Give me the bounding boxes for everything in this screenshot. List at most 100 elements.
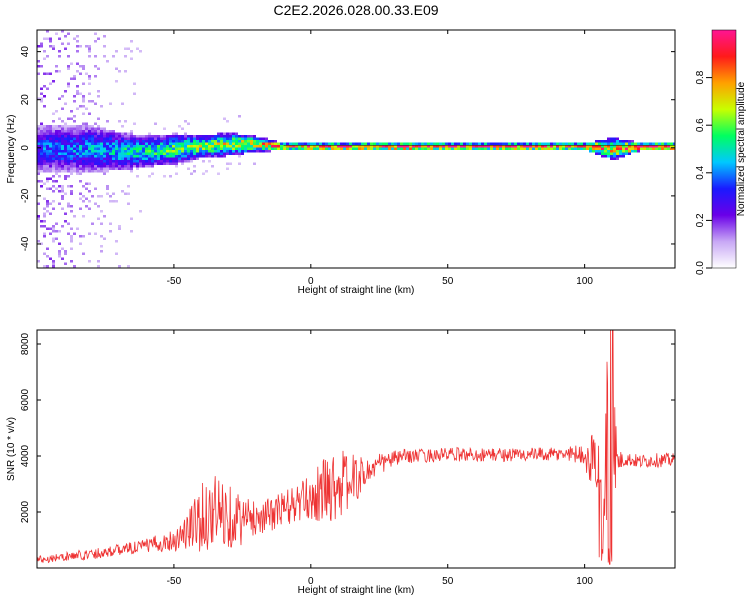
spectrogram-cell [52, 160, 55, 163]
spectrogram-cell [43, 215, 46, 218]
spectrogram-cell [319, 142, 322, 145]
spectrogram-cell [274, 147, 277, 150]
spectrogram-cell [361, 142, 364, 145]
spectrogram-cell [37, 135, 40, 138]
spectrogram-cell [121, 150, 124, 153]
spectrogram-cell [154, 152, 157, 155]
spectrogram-cell [43, 165, 46, 168]
spectrogram-cell [70, 157, 73, 160]
spectrogram-cell [256, 147, 259, 150]
spectrogram-cell [97, 37, 100, 40]
spectrogram-cell [172, 135, 175, 138]
spectrogram-cell [64, 145, 67, 148]
spectrogram-cell [592, 145, 595, 148]
spectrogram-cell [43, 125, 46, 128]
spectrogram-cell [55, 230, 58, 233]
spectrogram-cell [181, 127, 184, 130]
spectrogram-cell [85, 147, 88, 150]
spectrogram-cell [145, 142, 148, 145]
spectrogram-cell [70, 117, 73, 120]
spectrogram-cell [313, 142, 316, 145]
spectrogram-cell [112, 132, 115, 135]
spectrogram-cell [43, 157, 46, 160]
spectrogram-cell [82, 170, 85, 173]
spectrogram-cell [214, 155, 217, 158]
spectrogram-cell [199, 152, 202, 155]
spectrogram-cell [166, 135, 169, 138]
spectrogram-cell [610, 155, 613, 158]
spectrogram-cell [175, 160, 178, 163]
spectrogram-cell [121, 162, 124, 165]
spectrogram-cell [46, 177, 49, 180]
spectrogram-cell [325, 142, 328, 145]
spectrogram-cell [199, 150, 202, 153]
spectrogram-cell [151, 147, 154, 150]
spectrogram-cell [43, 132, 46, 135]
spectrogram-cell [70, 155, 73, 158]
spectrogram-cell [592, 142, 595, 145]
spectrogram-cell [178, 142, 181, 145]
spectrogram-cell [118, 145, 121, 148]
spectrogram-cell [169, 142, 172, 145]
spectrogram-cell [79, 145, 82, 148]
spectrogram-cell [85, 127, 88, 130]
spectrogram-cell [541, 142, 544, 145]
spectrogram-cell [124, 137, 127, 140]
spectrogram-cell [64, 192, 67, 195]
spectrogram-cell [391, 142, 394, 145]
spectrogram-cell [70, 160, 73, 163]
spectrogram-cell [352, 145, 355, 148]
spectrogram-cell [40, 180, 43, 183]
spectrogram-cell [82, 105, 85, 108]
spectrogram-cell [43, 170, 46, 173]
spectrogram-cell [535, 147, 538, 150]
spectrogram-cell [244, 135, 247, 138]
spectrogram-cell [172, 155, 175, 158]
spectrogram-cell [604, 150, 607, 153]
spectrogram-cell [625, 142, 628, 145]
spectrogram-cell [106, 185, 109, 188]
spectrogram-cell [61, 107, 64, 110]
spectrogram-cell [661, 145, 664, 148]
spectrogram-cell [91, 222, 94, 225]
spectrogram-cell [496, 142, 499, 145]
spectrogram-cell [163, 137, 166, 140]
spectrogram-cell [37, 65, 40, 68]
spectrogram-cell [133, 162, 136, 165]
spectrogram-cell [220, 142, 223, 145]
spectrogram-cell [106, 162, 109, 165]
spectrogram-cell [52, 147, 55, 150]
spectrogram-cell [256, 137, 259, 140]
spectrogram-cell [154, 147, 157, 150]
spectrogram-cell [229, 150, 232, 153]
spectrogram-cell [133, 135, 136, 138]
spectrogram-cell [127, 265, 130, 268]
spectrogram-cell [52, 175, 55, 178]
spectrogram-cell [148, 147, 151, 150]
spectrogram-cell [82, 137, 85, 140]
spectrogram-cell [511, 145, 514, 148]
spectrogram-cell [187, 140, 190, 143]
spectrogram-cell [157, 155, 160, 158]
spectrogram-cell [37, 147, 40, 150]
spectrogram-cell [166, 152, 169, 155]
spectrogram-cell [514, 142, 517, 145]
spectrogram-cell [115, 162, 118, 165]
spectrogram-cell [304, 145, 307, 148]
spectrogram-cell [37, 45, 40, 48]
spectrogram-cell [286, 147, 289, 150]
spectrogram-cell [166, 162, 169, 165]
spectrogram-cell [76, 62, 79, 65]
spectrogram-cell [124, 192, 127, 195]
spectrogram-cell [106, 130, 109, 133]
spectrogram-cell [673, 147, 675, 150]
spectrogram-cell [187, 137, 190, 140]
spectrogram-cell [70, 62, 73, 65]
spectrogram-cell [544, 147, 547, 150]
spectrogram-cell [580, 145, 583, 148]
spectrogram-cell [511, 142, 514, 145]
spectrogram-cell [238, 142, 241, 145]
spectrogram-cell [319, 145, 322, 148]
spectrogram-x-axis-label: Height of straight line (km) [298, 285, 415, 296]
spectrogram-cell [547, 142, 550, 145]
